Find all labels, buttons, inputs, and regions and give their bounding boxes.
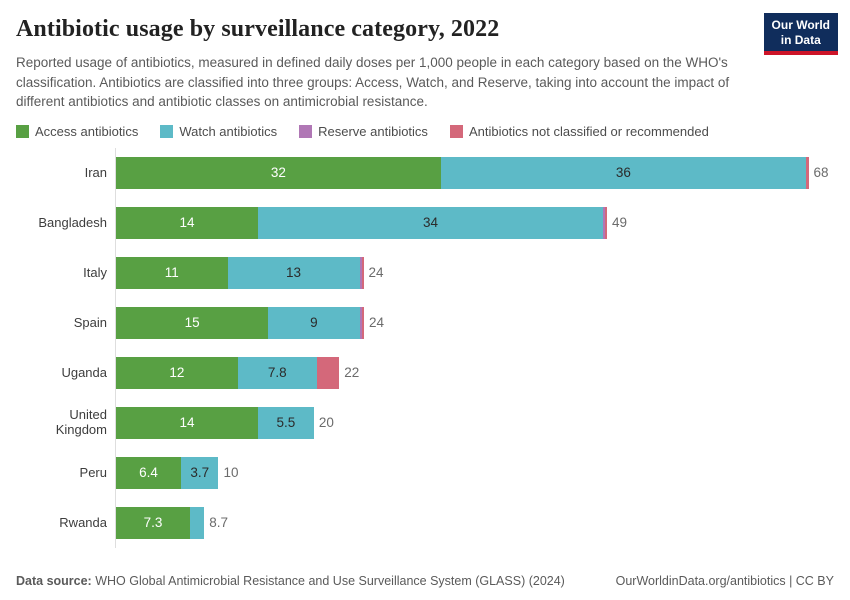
bar-segment-access[interactable]: 7.3 xyxy=(116,506,191,539)
country-label: Bangladesh xyxy=(38,214,107,230)
legend-label: Antibiotics not classified or recommende… xyxy=(468,123,709,139)
bar-row[interactable]: 32 36 68 xyxy=(116,148,834,198)
plot-area: 32 36 68 14 34 49 11 13 24 15 9 24 12 7.8 22 14 5.5 20 6.4… xyxy=(115,147,834,548)
bar-segment-reserve[interactable] xyxy=(359,306,362,339)
country-label: Iran xyxy=(84,164,107,180)
bar-total-label: 24 xyxy=(369,315,385,331)
bar-segment-not_classified[interactable] xyxy=(361,256,364,289)
bar-value-label: 6.4 xyxy=(139,465,158,481)
bar-value-label: 14 xyxy=(179,415,195,431)
data-source: Data source: WHO Global Antimicrobial Re… xyxy=(16,574,565,588)
bar-value-label: 36 xyxy=(615,165,631,181)
bar-value-label: 14 xyxy=(179,215,195,231)
bar-segment-watch[interactable]: 13 xyxy=(227,256,360,289)
bar-total-label: 10 xyxy=(223,465,239,481)
bar-value-label: 7.8 xyxy=(267,365,287,381)
bar-total-label: 49 xyxy=(612,215,628,231)
data-source-label: Data source: xyxy=(16,574,92,588)
stacked-bar: 15 9 xyxy=(116,306,365,339)
bar-segment-watch[interactable]: 9 xyxy=(268,306,360,339)
bar-segment-not_classified[interactable] xyxy=(361,306,365,339)
bar-value-label: 34 xyxy=(423,215,439,231)
country-label: Rwanda xyxy=(59,514,107,530)
stacked-bar: 14 34 xyxy=(116,206,608,239)
bar-segment-reserve[interactable] xyxy=(359,256,362,289)
bar-row[interactable]: 14 5.5 20 xyxy=(116,398,834,448)
bar-row[interactable]: 12 7.8 22 xyxy=(116,348,834,398)
stacked-bar-chart: Iran Bangladesh Italy Spain Uganda United Kin… xyxy=(16,147,834,548)
country-label: United Kingdom xyxy=(55,407,107,437)
legend-item-access[interactable]: Access antibiotics xyxy=(16,124,138,139)
stacked-bar: 11 13 xyxy=(116,256,364,289)
bar-segment-access[interactable]: 12 xyxy=(116,356,238,389)
owid-logo[interactable]: Our World in Data xyxy=(763,13,838,55)
legend-swatch-not_classified xyxy=(449,124,463,138)
legend-swatch-access xyxy=(16,124,29,138)
bar-value-label: 13 xyxy=(286,265,302,281)
owid-logo-line1: Our World xyxy=(771,18,830,32)
stacked-bar: 7.3 xyxy=(116,506,205,539)
bar-segment-watch[interactable] xyxy=(190,506,205,539)
country-label: Uganda xyxy=(61,364,107,380)
stacked-bar: 6.4 3.7 xyxy=(116,456,219,489)
bar-total-label: 24 xyxy=(368,265,384,281)
country-label: Spain xyxy=(73,314,107,330)
legend: Access antibiotics Watch antibiotics Reser… xyxy=(16,124,834,139)
bar-total-label: 22 xyxy=(344,365,360,381)
country-labels-column: Iran Bangladesh Italy Spain Uganda United Kin… xyxy=(16,148,115,548)
bar-segment-access[interactable]: 15 xyxy=(116,306,269,339)
page-title: Antibiotic usage by surveillance categor… xyxy=(16,16,500,42)
bar-segment-watch[interactable]: 3.7 xyxy=(180,456,219,489)
legend-swatch-reserve xyxy=(299,124,313,138)
bar-segment-reserve[interactable] xyxy=(603,206,606,239)
bar-segment-not_classified[interactable] xyxy=(805,156,809,189)
bar-segment-access[interactable]: 14 xyxy=(116,406,259,439)
bar-row[interactable]: 14 34 49 xyxy=(116,198,834,248)
bar-segment-access[interactable]: 11 xyxy=(116,256,228,289)
bar-value-label: 32 xyxy=(270,165,286,181)
bar-value-label: 12 xyxy=(169,365,185,381)
legend-label: Reserve antibiotics xyxy=(318,123,428,139)
country-label: Italy xyxy=(83,264,107,280)
bar-segment-watch[interactable]: 36 xyxy=(440,156,806,189)
bar-segment-access[interactable]: 6.4 xyxy=(116,456,181,489)
page-subtitle: Reported usage of antibiotics, measured … xyxy=(16,55,730,110)
stacked-bar: 12 7.8 xyxy=(116,356,340,389)
bar-row[interactable]: 6.4 3.7 10 xyxy=(116,448,834,498)
bar-value-label: 7.3 xyxy=(143,515,163,531)
credit-link[interactable]: OurWorldinData.org/antibiotics | CC BY xyxy=(615,574,834,588)
bar-segment-not_classified[interactable] xyxy=(316,356,340,389)
bar-row[interactable]: 7.3 8.7 xyxy=(116,498,834,548)
footer: Data source: WHO Global Antimicrobial Re… xyxy=(16,574,834,588)
bar-value-label: 11 xyxy=(164,265,179,281)
bar-value-label: 5.5 xyxy=(276,415,296,431)
bar-value-label: 15 xyxy=(184,315,200,331)
legend-item-not_classified[interactable]: Antibiotics not classified or recommende… xyxy=(449,123,709,139)
bar-value-label: 9 xyxy=(310,315,318,331)
legend-swatch-watch xyxy=(160,124,174,138)
country-label: Peru xyxy=(79,464,107,480)
bar-segment-watch[interactable]: 5.5 xyxy=(258,406,314,439)
legend-item-watch[interactable]: Watch antibiotics xyxy=(160,124,277,139)
stacked-bar: 32 36 xyxy=(116,156,809,189)
bar-value-label: 3.7 xyxy=(190,465,210,481)
data-source-text: WHO Global Antimicrobial Resistance and … xyxy=(91,574,565,588)
bar-segment-access[interactable]: 32 xyxy=(116,156,441,189)
legend-item-reserve[interactable]: Reserve antibiotics xyxy=(299,124,428,139)
legend-label: Watch antibiotics xyxy=(179,123,278,139)
legend-label: Access antibiotics xyxy=(35,123,139,139)
bar-segment-not_classified[interactable] xyxy=(605,206,608,239)
bar-segment-access[interactable]: 14 xyxy=(116,206,259,239)
bar-row[interactable]: 11 13 24 xyxy=(116,248,834,298)
bar-total-label: 8.7 xyxy=(209,515,229,531)
owid-logo-line2: in Data xyxy=(780,33,821,47)
bar-total-label: 68 xyxy=(813,165,829,181)
bar-row[interactable]: 15 9 24 xyxy=(116,298,834,348)
bar-total-label: 20 xyxy=(318,415,334,431)
bar-segment-watch[interactable]: 34 xyxy=(258,206,604,239)
bar-segment-watch[interactable]: 7.8 xyxy=(237,356,317,389)
stacked-bar: 14 5.5 xyxy=(116,406,314,439)
